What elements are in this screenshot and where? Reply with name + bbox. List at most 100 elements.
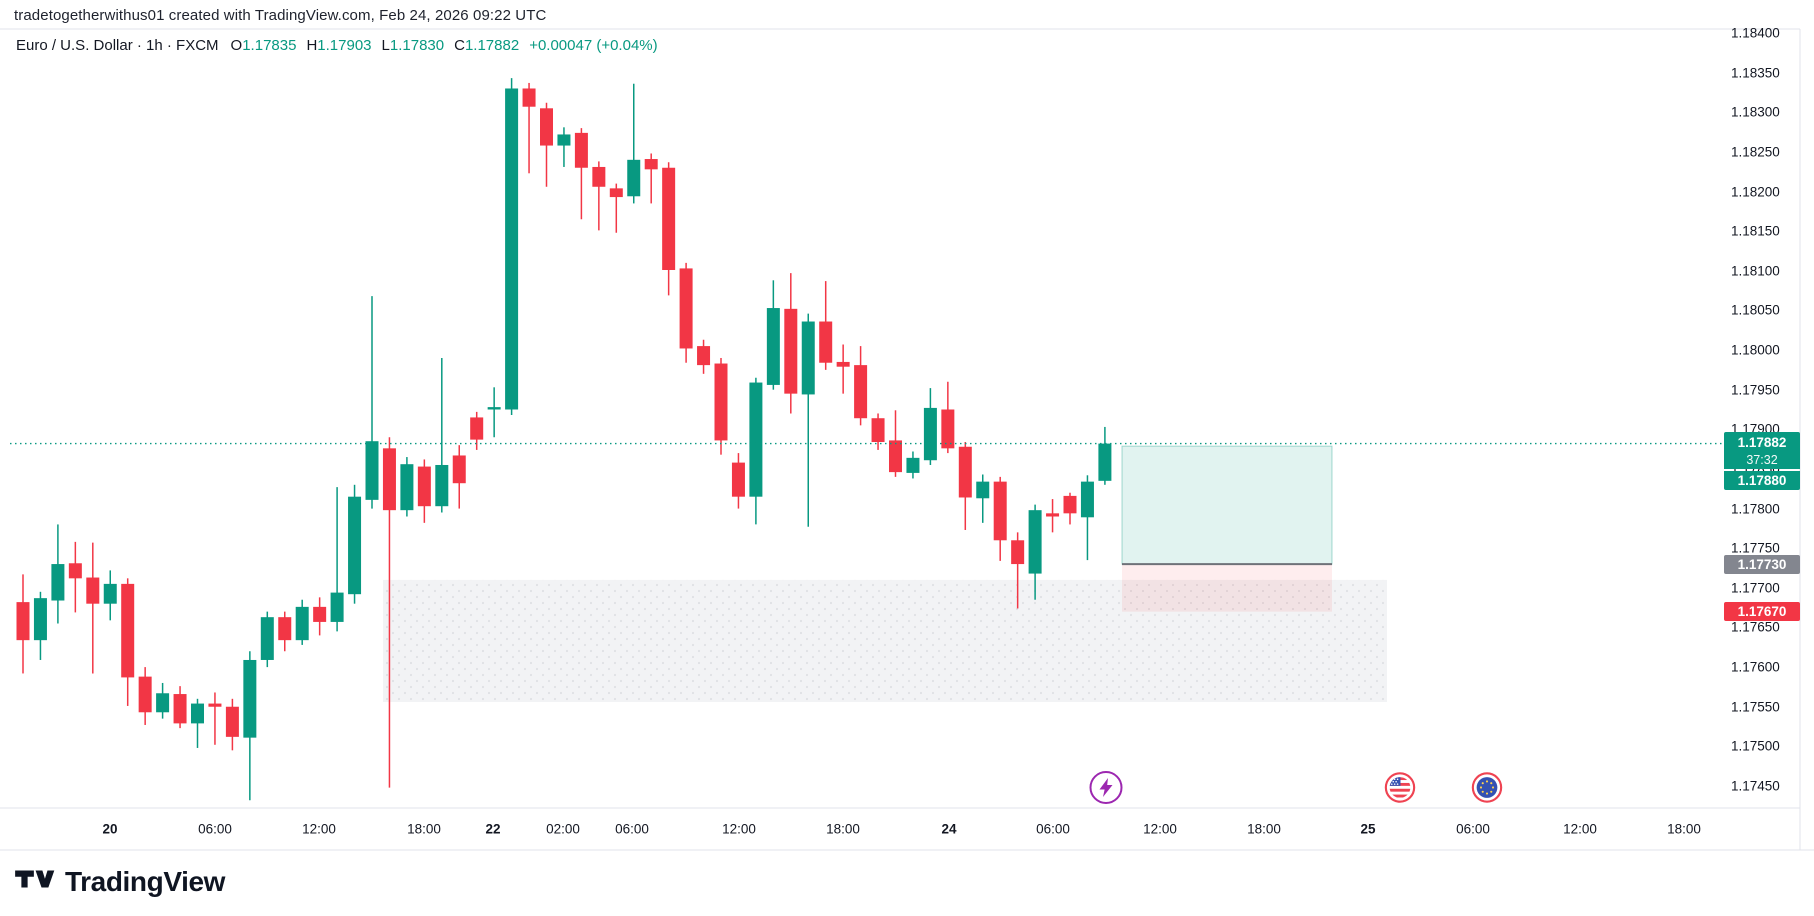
candle [993,476,1007,561]
price-tick-label: 1.18350 [1731,65,1780,81]
candle [103,570,117,621]
price-tick-label: 1.17450 [1731,778,1780,794]
economic-event-us-icon[interactable] [1384,772,1416,808]
close-value: 1.17882 [464,37,520,54]
price-tick-label: 1.18050 [1731,302,1780,318]
candle [697,339,711,374]
time-tick-label: 12:00 [722,821,756,837]
high-value: 1.17903 [317,37,372,54]
stop-price-badge: 1.17670 [1724,602,1800,622]
symbol-title[interactable]: Euro / U.S. Dollar · 1h · FXCM [16,37,219,54]
candle [1028,504,1042,600]
open-value: 1.17835 [242,37,297,54]
attribution-text: tradetogetherwithus01 created with Tradi… [14,7,547,24]
candle [1098,426,1112,485]
candle [749,377,763,525]
candle [365,296,379,509]
candle [121,578,135,706]
candle [766,280,780,390]
price-tick-label: 1.18250 [1731,144,1780,160]
candle [574,128,588,220]
open-label: O [230,37,243,54]
time-tick-label: 18:00 [1667,821,1701,837]
price-tick-label: 1.18200 [1731,184,1780,200]
current-price-value: 1.17882 [1737,434,1787,450]
candle [958,441,972,530]
candle [470,411,484,450]
candle [348,484,362,604]
candle [714,357,728,455]
change-value: +0.00047 (+0.04%) [529,37,658,54]
candle [278,611,292,652]
candle [557,127,571,167]
time-tick-label: 12:00 [1143,821,1177,837]
candle [1011,532,1025,609]
time-tick-label: 18:00 [1247,821,1281,837]
candle [173,686,187,729]
tradingview-logo-mark [14,861,56,902]
time-tick-label: 12:00 [302,821,336,837]
time-tick-label: 25 [1360,821,1376,837]
position-profit-box[interactable] [1121,445,1333,565]
candle [592,161,606,231]
candle-countdown: 37:32 [1746,452,1778,467]
candle [1046,499,1060,533]
price-tick-label: 1.17800 [1731,501,1780,517]
time-tick-label: 06:00 [1036,821,1070,837]
price-tick-label: 1.18150 [1731,223,1780,239]
candle [854,346,868,426]
candle [819,281,833,370]
low-label: L [381,37,390,54]
candle [452,445,466,509]
candle [68,541,82,613]
high-label: H [306,37,318,54]
price-tick-label: 1.17750 [1731,540,1780,556]
target-price-badge: 1.17880 [1724,470,1800,490]
candle [86,542,100,674]
price-tick-label: 1.18400 [1731,25,1780,41]
time-tick-label: 06:00 [198,821,232,837]
candle [609,183,623,233]
price-tick-label: 1.17500 [1731,738,1780,754]
candle [16,574,30,674]
candle [1063,492,1077,525]
candle [906,451,920,479]
symbol-legend[interactable]: Euro / U.S. Dollar · 1h · FXCM O1.17835 … [16,37,658,54]
economic-event-power-icon[interactable] [1088,770,1124,811]
candle [330,487,344,632]
economic-event-eu-icon[interactable] [1471,772,1503,808]
close-label: C [454,37,465,54]
candle [33,591,47,660]
candle [417,459,431,523]
time-tick-label: 02:00 [546,821,580,837]
price-tick-label: 1.18100 [1731,263,1780,279]
price-tick-label: 1.17700 [1731,580,1780,596]
position-loss-box[interactable] [1122,564,1332,612]
candle [679,262,693,363]
candle [191,698,204,748]
tradingview-logo[interactable]: TradingView [14,861,225,902]
price-axis[interactable]: 1.18400 1.18350 1.18300 1.18250 1.18200 1.181… [1725,25,1814,808]
candle [662,162,676,296]
candle [51,524,65,624]
candle [138,667,152,725]
candle [435,357,449,513]
candle [836,344,850,394]
candle [156,682,170,719]
candle [208,692,222,745]
candle [487,387,501,438]
candle [540,102,553,187]
candle [382,437,396,788]
time-tick-label: 18:00 [826,821,860,837]
candle [522,82,536,174]
candle [627,83,641,204]
candle [505,78,519,416]
time-tick-label: 24 [941,821,957,837]
time-axis[interactable]: 20 06:00 12:00 18:00 22 02:00 06:00 12:00 18:00 2… [0,808,1800,850]
supply-zone-rect[interactable] [383,579,1387,702]
time-tick-label: 06:00 [1456,821,1490,837]
price-tick-label: 1.18300 [1731,104,1780,120]
candle [225,698,239,751]
